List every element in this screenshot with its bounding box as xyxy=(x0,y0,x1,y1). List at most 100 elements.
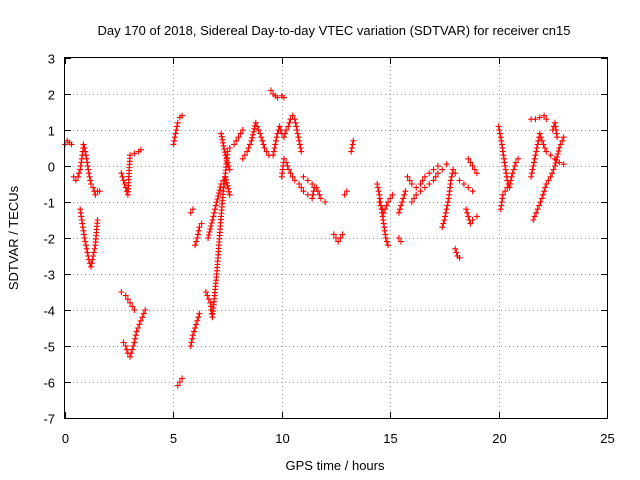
data-point xyxy=(172,130,179,137)
data-point xyxy=(309,195,316,202)
data-point xyxy=(536,130,543,137)
x-tick-label: 25 xyxy=(600,431,614,446)
data-point xyxy=(280,94,287,101)
data-point xyxy=(559,137,566,144)
data-point xyxy=(206,229,213,235)
data-point xyxy=(531,155,538,162)
data-point xyxy=(291,116,298,123)
data-point xyxy=(173,127,180,133)
data-point xyxy=(502,188,509,195)
data-point xyxy=(207,226,214,232)
data-point xyxy=(335,238,342,245)
data-point xyxy=(123,346,130,353)
data-point xyxy=(296,181,303,187)
data-point xyxy=(385,242,392,249)
data-point xyxy=(289,173,296,180)
data-point xyxy=(309,181,316,187)
data-point xyxy=(304,191,311,198)
data-point xyxy=(421,173,428,180)
data-point xyxy=(235,134,242,141)
data-point xyxy=(374,181,381,187)
data-point xyxy=(389,191,396,198)
y-tick-label: 3 xyxy=(48,52,55,67)
data-point xyxy=(443,206,450,213)
data-point xyxy=(219,139,226,146)
data-point xyxy=(188,339,195,346)
data-point xyxy=(293,123,300,130)
data-point xyxy=(284,163,291,169)
data-point xyxy=(286,119,293,126)
data-point xyxy=(136,321,143,328)
data-point xyxy=(198,220,205,227)
data-point xyxy=(130,343,137,349)
data-point xyxy=(171,134,178,141)
data-point xyxy=(538,137,545,144)
data-point xyxy=(504,184,511,191)
data-point xyxy=(537,199,544,205)
data-point xyxy=(337,235,344,241)
data-point xyxy=(224,182,231,189)
data-point xyxy=(220,142,227,149)
data-point xyxy=(82,238,89,245)
data-point xyxy=(244,148,251,155)
data-point xyxy=(174,382,181,389)
data-points xyxy=(62,87,567,389)
data-point xyxy=(322,199,329,205)
data-point xyxy=(313,184,320,191)
data-point xyxy=(456,254,463,261)
data-point xyxy=(430,166,437,173)
data-point xyxy=(129,303,136,310)
data-point xyxy=(82,148,89,155)
data-point xyxy=(282,130,289,137)
data-point xyxy=(545,177,552,184)
data-point xyxy=(450,166,457,173)
data-point xyxy=(219,136,226,143)
data-point xyxy=(224,159,231,166)
data-point xyxy=(88,263,95,270)
data-point xyxy=(170,141,177,148)
data-point xyxy=(283,159,290,166)
data-point xyxy=(376,199,383,205)
data-point xyxy=(121,181,128,187)
data-point xyxy=(94,217,101,223)
data-point xyxy=(218,133,225,140)
data-point xyxy=(343,188,350,195)
data-point xyxy=(349,141,356,148)
data-point xyxy=(245,145,252,151)
data-point xyxy=(223,176,230,183)
data-point xyxy=(195,227,202,234)
data-point xyxy=(212,206,219,213)
y-axis-label: SDTVAR / TECUs xyxy=(6,185,21,290)
data-point xyxy=(534,206,541,213)
data-point xyxy=(538,195,545,202)
data-point xyxy=(317,195,324,202)
data-point xyxy=(348,148,355,155)
data-point xyxy=(377,202,384,209)
data-point xyxy=(222,173,229,180)
data-point xyxy=(68,141,75,148)
data-point xyxy=(239,127,246,133)
data-point xyxy=(421,184,428,191)
data-point xyxy=(385,199,392,205)
data-point xyxy=(222,152,229,159)
data-point xyxy=(408,199,415,205)
data-point xyxy=(426,170,433,177)
data-point xyxy=(174,119,181,126)
data-point xyxy=(507,177,514,184)
data-point xyxy=(140,310,147,317)
data-point xyxy=(176,379,183,385)
data-point xyxy=(552,160,559,166)
data-point xyxy=(465,155,472,162)
data-point xyxy=(261,145,268,151)
data-point xyxy=(463,206,470,213)
data-point xyxy=(249,134,256,141)
data-point xyxy=(289,112,296,119)
data-point xyxy=(507,181,514,187)
data-point xyxy=(399,199,406,205)
x-axis-label: GPS time / hours xyxy=(286,458,385,473)
data-point xyxy=(90,253,97,259)
data-point xyxy=(193,321,200,328)
data-point xyxy=(231,141,238,148)
data-point xyxy=(292,119,299,126)
